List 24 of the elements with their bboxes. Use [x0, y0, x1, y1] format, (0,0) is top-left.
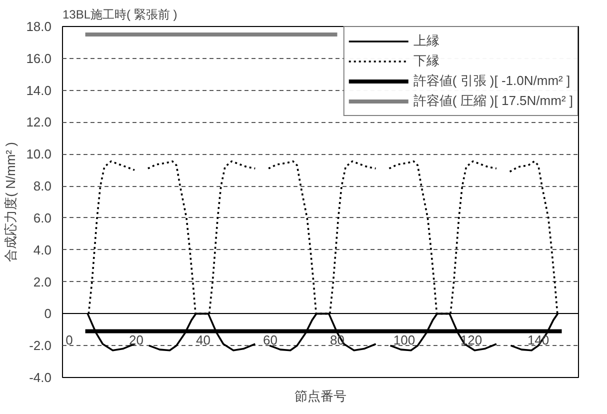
y-tick-label: 2.0	[33, 274, 52, 290]
y-tick-label: -4.0	[29, 370, 52, 385]
y-tick-label: 8.0	[33, 178, 52, 194]
x-axis-title: 節点番号	[294, 388, 346, 404]
y-tick-label: 14.0	[26, 82, 52, 98]
y-tick-label: 18.0	[26, 19, 52, 34]
y-axis-title: 合成応力度( N/mm² )	[3, 142, 18, 262]
y-tick-label: -2.0	[29, 338, 52, 354]
legend-label: 許容値( 圧縮 )[ 17.5N/mm² ]	[413, 92, 573, 110]
legend-label: 下縁	[413, 52, 440, 70]
y-tick-label: 4.0	[33, 242, 52, 258]
y-tick-label: 6.0	[33, 210, 52, 226]
legend-label: 上縁	[413, 32, 440, 50]
y-tick-label: 16.0	[26, 50, 52, 66]
x-tick-label: 100	[393, 332, 416, 348]
x-tick-label: 60	[263, 332, 278, 348]
x-tick-label: 0	[66, 332, 73, 348]
chart-title: 13BL施工時( 緊張前 )	[62, 8, 178, 22]
legend-label: 許容値( 引張 )[ -1.0N/mm² ]	[413, 72, 570, 90]
y-tick-label: 12.0	[26, 114, 52, 130]
x-tick-label: 40	[196, 332, 210, 348]
x-tick-label: 20	[128, 332, 144, 348]
y-tick-label: 10.0	[26, 146, 52, 162]
y-tick-label: 0	[44, 306, 52, 322]
